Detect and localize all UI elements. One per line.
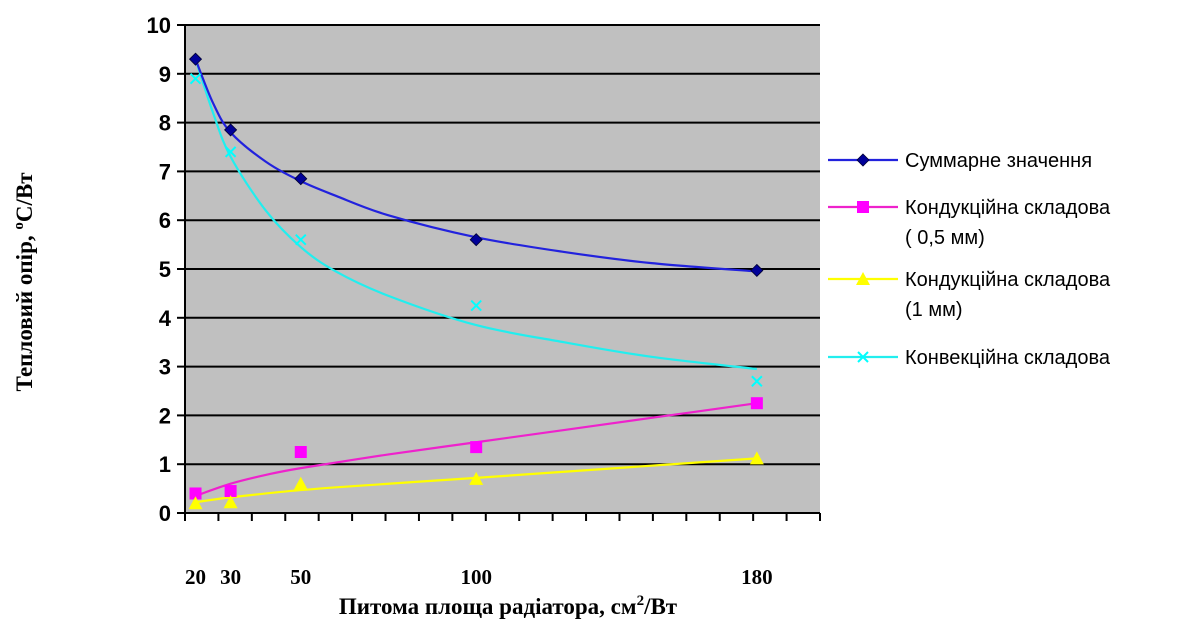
- data-point: [189, 487, 202, 500]
- data-point: [470, 299, 482, 312]
- data-point: [224, 123, 238, 137]
- x-axis-title: Питома площа радіатора, см2/Вт: [339, 593, 678, 619]
- data-point: [293, 476, 308, 490]
- data-point: [749, 451, 764, 465]
- data-point: [295, 234, 307, 246]
- legend-marker: [857, 351, 869, 363]
- legend-label: ( 0,5 мм): [905, 227, 985, 249]
- y-tick-label: 9: [159, 62, 171, 87]
- data-point: [188, 52, 203, 66]
- legend-label: Кондукційна складова: [905, 197, 1111, 219]
- y-tick-label: 3: [159, 355, 171, 380]
- y-axis-ticks: 0 1 2 3 4 5 6 7 8 9 10: [147, 13, 185, 526]
- y-tick-label: 6: [159, 208, 171, 233]
- y-tick-label: 8: [159, 111, 171, 136]
- data-markers: [188, 52, 764, 510]
- legend: Суммарне значення Кондукційна складова ( 0…: [828, 150, 1111, 369]
- data-point: [750, 263, 764, 278]
- y-tick-label: 4: [159, 306, 172, 331]
- data-point: [294, 172, 308, 186]
- data-point: [223, 495, 238, 509]
- legend-label: Конвекційна складова: [905, 347, 1111, 369]
- x-tick-label: 180: [741, 565, 773, 589]
- data-point: [188, 496, 203, 510]
- series-trend-line-2: [195, 457, 757, 504]
- y-tick-label: 2: [159, 403, 171, 428]
- legend-label: Суммарне значення: [905, 150, 1092, 172]
- x-tick-label: 20: [185, 565, 206, 589]
- legend-marker: [856, 153, 870, 167]
- y-axis-title: Тепловий опір, оС/Вт: [11, 172, 37, 392]
- y-tick-label: 0: [159, 501, 171, 526]
- legend-marker: [856, 272, 870, 285]
- grid: [185, 24, 820, 466]
- data-point: [470, 441, 483, 454]
- legend-label: (1 мм): [905, 299, 963, 321]
- data-point: [224, 485, 237, 498]
- data-point: [751, 375, 763, 387]
- data-point: [750, 397, 763, 410]
- legend-marker: [857, 201, 869, 213]
- y-tick-label: 5: [159, 257, 171, 282]
- x-axis-ticks: 20 30 50 100 180: [184, 513, 821, 589]
- data-point: [224, 146, 237, 158]
- y-tick-label: 7: [159, 159, 171, 184]
- x-tick-label: 50: [290, 565, 311, 589]
- data-point: [469, 471, 484, 485]
- y-tick-label: 1: [159, 452, 171, 477]
- y-tick-label: 10: [147, 13, 171, 38]
- data-point: [189, 72, 202, 85]
- data-point: [294, 446, 307, 458]
- x-tick-label: 100: [460, 565, 492, 589]
- series-trend-line-1: [195, 402, 758, 497]
- data-point: [469, 233, 483, 247]
- legend-label: Кондукційна складова: [905, 269, 1111, 291]
- x-tick-label: 30: [220, 565, 241, 589]
